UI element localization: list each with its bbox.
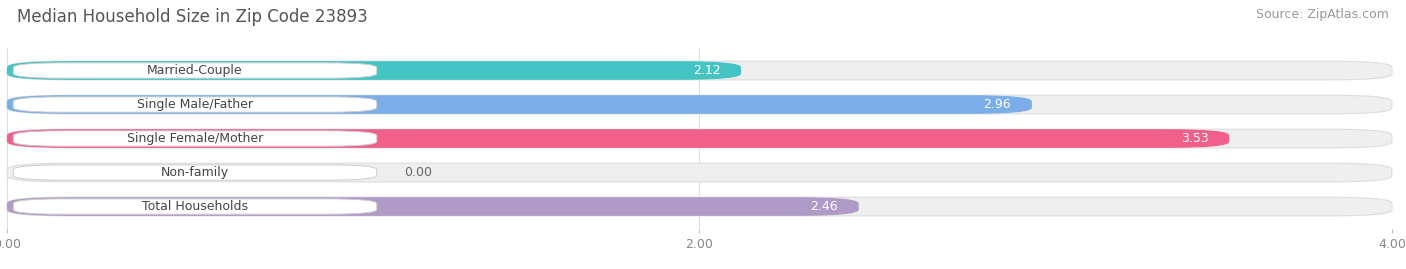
Text: Single Male/Father: Single Male/Father [136,98,253,111]
FancyBboxPatch shape [7,129,1229,148]
Text: 2.46: 2.46 [810,200,838,213]
Text: 3.53: 3.53 [1181,132,1208,145]
FancyBboxPatch shape [13,131,377,146]
FancyBboxPatch shape [13,63,377,78]
FancyBboxPatch shape [7,197,859,216]
FancyBboxPatch shape [13,97,377,112]
FancyBboxPatch shape [7,163,1392,182]
Text: Non-family: Non-family [160,166,229,179]
FancyBboxPatch shape [7,197,1392,216]
FancyBboxPatch shape [7,95,1032,114]
Text: Median Household Size in Zip Code 23893: Median Household Size in Zip Code 23893 [17,8,367,26]
Text: Total Households: Total Households [142,200,247,213]
Text: Source: ZipAtlas.com: Source: ZipAtlas.com [1256,8,1389,21]
FancyBboxPatch shape [7,129,1392,148]
Text: 0.00: 0.00 [405,166,433,179]
Text: Single Female/Mother: Single Female/Mother [127,132,263,145]
FancyBboxPatch shape [7,61,1392,80]
Text: 2.96: 2.96 [983,98,1011,111]
FancyBboxPatch shape [13,199,377,214]
Text: Married-Couple: Married-Couple [148,64,243,77]
Text: 2.12: 2.12 [693,64,720,77]
FancyBboxPatch shape [7,61,741,80]
FancyBboxPatch shape [7,95,1392,114]
FancyBboxPatch shape [13,165,377,180]
